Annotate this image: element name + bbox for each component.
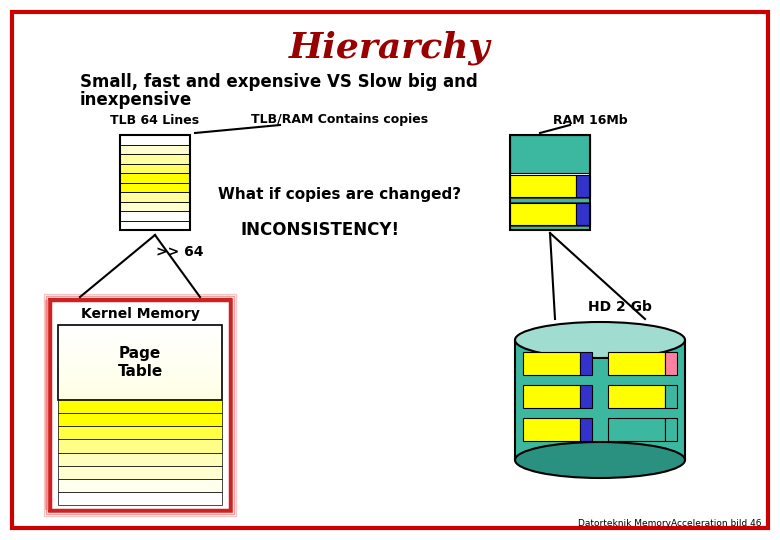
Bar bbox=[58, 370, 222, 374]
Ellipse shape bbox=[515, 442, 685, 478]
Bar bbox=[120, 145, 190, 154]
Bar bbox=[58, 400, 222, 413]
Bar bbox=[120, 211, 190, 220]
Bar bbox=[58, 479, 222, 492]
Bar bbox=[58, 389, 222, 393]
Bar bbox=[58, 355, 222, 359]
Bar bbox=[58, 492, 222, 505]
Text: Hierarchy: Hierarchy bbox=[289, 31, 491, 65]
Bar bbox=[58, 340, 222, 344]
Text: What if copies are changed?: What if copies are changed? bbox=[218, 187, 462, 202]
Bar bbox=[523, 385, 580, 408]
Text: Datorteknik MemoryAcceleration bild 46: Datorteknik MemoryAcceleration bild 46 bbox=[579, 519, 762, 528]
Bar bbox=[608, 385, 665, 408]
Bar bbox=[58, 374, 222, 377]
Bar bbox=[510, 135, 590, 173]
Bar bbox=[608, 352, 665, 375]
Bar bbox=[608, 418, 665, 441]
Bar bbox=[58, 440, 222, 453]
Bar bbox=[665, 385, 677, 408]
Bar bbox=[120, 154, 190, 164]
Bar bbox=[510, 175, 576, 197]
Bar bbox=[515, 340, 685, 460]
Bar bbox=[120, 173, 190, 183]
Text: RAM 16Mb: RAM 16Mb bbox=[553, 113, 627, 126]
Bar bbox=[58, 366, 222, 370]
Bar bbox=[120, 201, 190, 211]
Bar bbox=[58, 325, 222, 329]
Bar bbox=[58, 333, 222, 336]
Bar bbox=[50, 300, 230, 510]
Bar bbox=[58, 344, 222, 348]
Bar bbox=[665, 352, 677, 375]
Bar bbox=[523, 352, 580, 375]
Bar bbox=[58, 426, 222, 440]
Bar bbox=[46, 296, 234, 514]
Text: TLB/RAM Contains copies: TLB/RAM Contains copies bbox=[251, 113, 428, 126]
Bar bbox=[576, 203, 590, 225]
Bar bbox=[510, 226, 590, 230]
Text: HD 2 Gb: HD 2 Gb bbox=[588, 300, 652, 314]
Text: Page
Table: Page Table bbox=[117, 346, 162, 379]
Bar bbox=[120, 220, 190, 230]
Text: Kernel Memory: Kernel Memory bbox=[80, 307, 200, 321]
Bar bbox=[58, 377, 222, 381]
Ellipse shape bbox=[515, 322, 685, 358]
Bar bbox=[510, 198, 590, 202]
Bar bbox=[523, 418, 580, 441]
Bar bbox=[580, 352, 592, 375]
Text: TLB 64 Lines: TLB 64 Lines bbox=[111, 113, 200, 126]
Bar bbox=[580, 418, 592, 441]
Bar bbox=[58, 453, 222, 465]
Bar bbox=[58, 393, 222, 396]
Bar bbox=[58, 329, 222, 333]
Bar bbox=[50, 300, 230, 510]
Bar bbox=[58, 336, 222, 340]
Bar bbox=[58, 396, 222, 400]
Bar bbox=[58, 465, 222, 479]
Bar bbox=[44, 294, 236, 516]
Bar bbox=[58, 362, 222, 366]
Bar bbox=[120, 135, 190, 145]
Bar bbox=[58, 359, 222, 362]
Bar bbox=[48, 298, 232, 512]
Bar bbox=[665, 418, 677, 441]
Bar bbox=[576, 175, 590, 197]
Bar bbox=[580, 385, 592, 408]
Bar bbox=[58, 325, 222, 400]
Bar bbox=[120, 183, 190, 192]
Bar bbox=[120, 135, 190, 230]
Bar bbox=[45, 300, 55, 510]
Text: inexpensive: inexpensive bbox=[80, 91, 192, 109]
Text: Small, fast and expensive VS Slow big and: Small, fast and expensive VS Slow big an… bbox=[80, 73, 477, 91]
Bar bbox=[58, 413, 222, 426]
Bar bbox=[58, 351, 222, 355]
Text: >> 64: >> 64 bbox=[156, 245, 204, 259]
Bar bbox=[50, 300, 230, 510]
Bar bbox=[510, 135, 590, 230]
Bar bbox=[510, 203, 576, 225]
Bar bbox=[58, 348, 222, 351]
Bar bbox=[58, 381, 222, 385]
Text: INCONSISTENCY!: INCONSISTENCY! bbox=[240, 221, 399, 239]
Bar bbox=[120, 192, 190, 201]
Bar bbox=[58, 385, 222, 389]
Bar bbox=[120, 164, 190, 173]
